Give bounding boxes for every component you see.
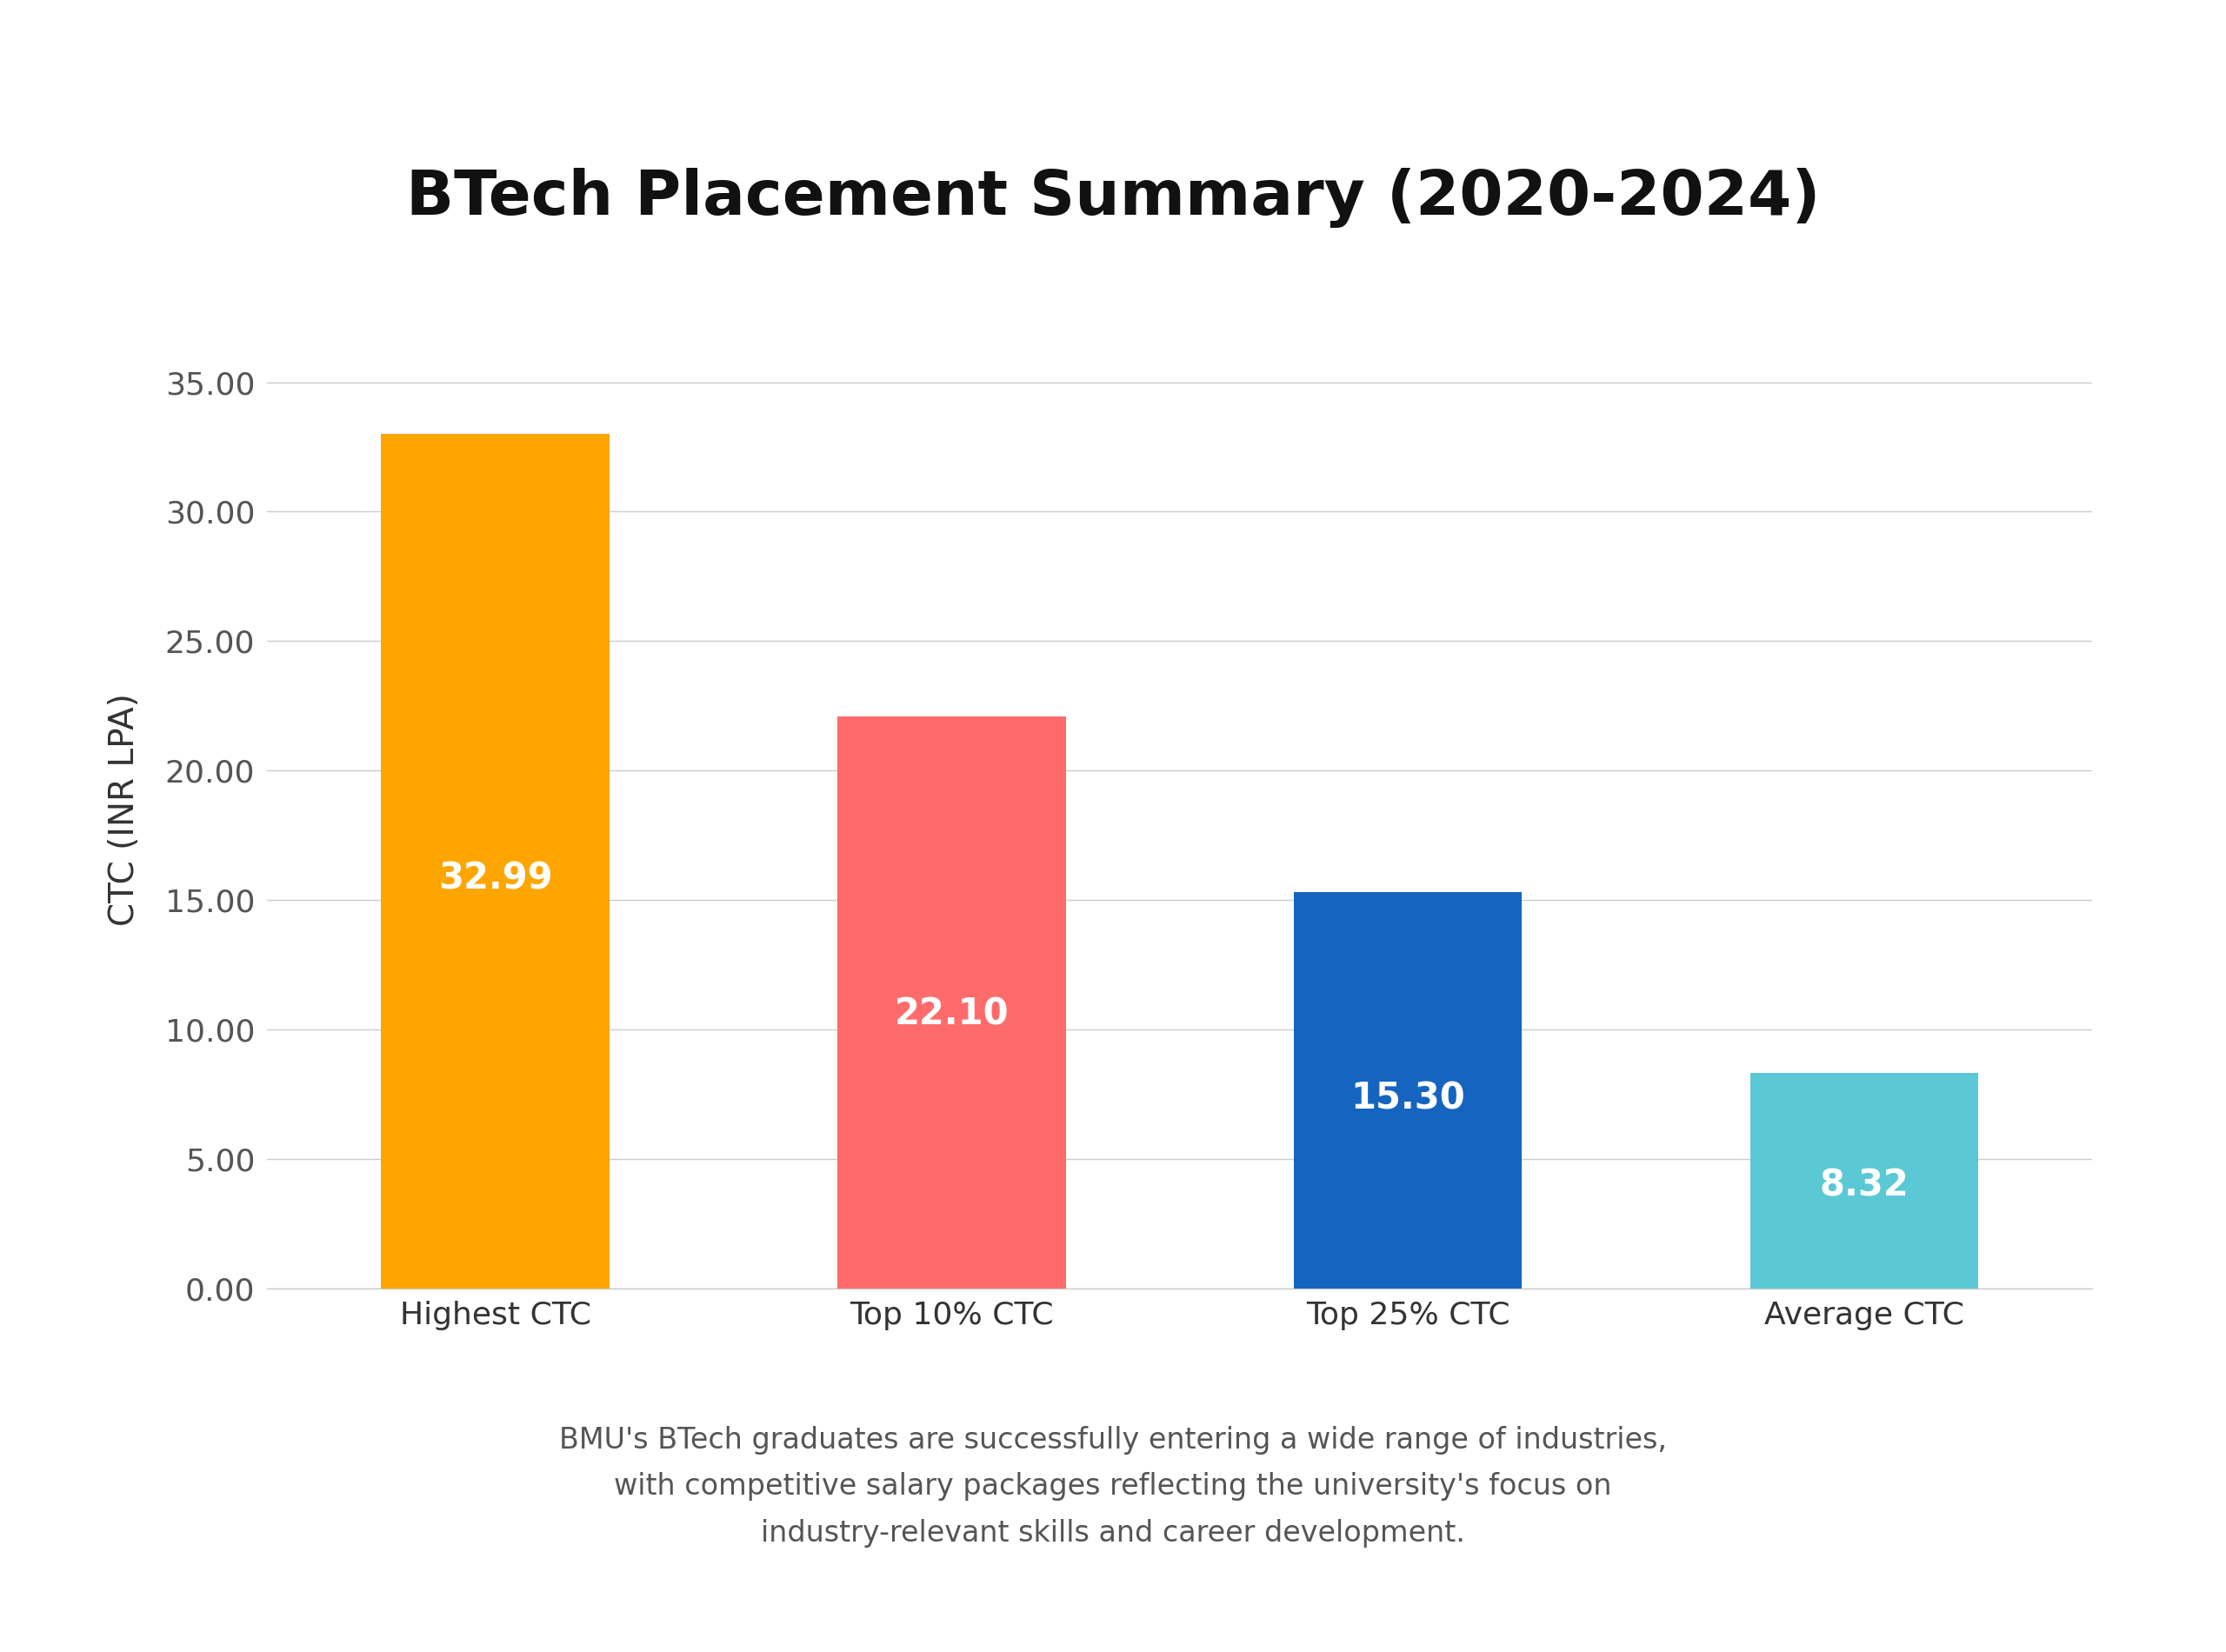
Bar — [837, 717, 1066, 1289]
Bar — [1293, 892, 1523, 1289]
Bar — [1750, 1074, 1979, 1289]
Bar — [381, 434, 610, 1289]
Text: 15.30: 15.30 — [1351, 1080, 1465, 1117]
Text: BTech Placement Summary (2020-2024): BTech Placement Summary (2020-2024) — [405, 169, 1821, 228]
Text: 8.32: 8.32 — [1819, 1166, 1910, 1203]
Text: 32.99: 32.99 — [439, 861, 552, 897]
Y-axis label: CTC (INR LPA): CTC (INR LPA) — [107, 694, 140, 925]
Text: 22.10: 22.10 — [895, 996, 1008, 1032]
Text: BMU's BTech graduates are successfully entering a wide range of industries,
with: BMU's BTech graduates are successfully e… — [559, 1426, 1667, 1548]
